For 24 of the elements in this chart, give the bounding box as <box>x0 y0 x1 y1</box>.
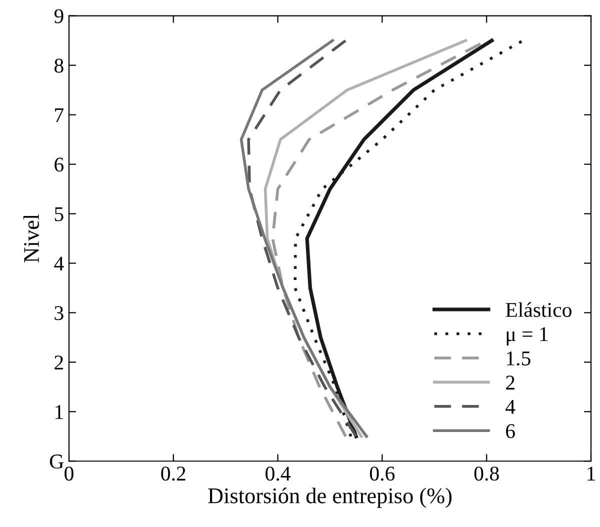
y-tick-label: 3 <box>54 306 64 320</box>
legend-label: 1.5 <box>506 352 530 366</box>
y-tick-label: 9 <box>54 9 64 24</box>
x-tick-label: 0.6 <box>370 466 395 481</box>
legend-label: 2 <box>506 376 514 390</box>
x-tick-label: 0 <box>64 466 74 481</box>
x-axis-title: Distorsión de entrepiso (%) <box>208 488 452 508</box>
y-tick-label: 7 <box>55 108 64 122</box>
x-tick-label: 0.8 <box>474 466 499 481</box>
legend-label: Elástico <box>506 302 572 317</box>
legend-label: 4 <box>506 400 516 414</box>
y-tick-label: 5 <box>54 207 64 222</box>
legend-label: 6 <box>506 424 515 438</box>
y-tick-label: 4 <box>54 256 64 270</box>
y-tick-label: 1 <box>56 405 63 419</box>
x-tick-label: 0.2 <box>161 466 186 481</box>
y-axis-title: Nivel <box>23 214 40 263</box>
y-tick-label: 2 <box>54 356 63 370</box>
x-tick-label: 0.4 <box>266 466 290 481</box>
y-tick-label: 8 <box>54 58 64 73</box>
x-tick-label: 1 <box>588 466 595 480</box>
y-tick-label: 6 <box>54 158 64 172</box>
y-tick-label: G <box>50 454 64 469</box>
legend-label: μ = 1 <box>506 327 548 346</box>
